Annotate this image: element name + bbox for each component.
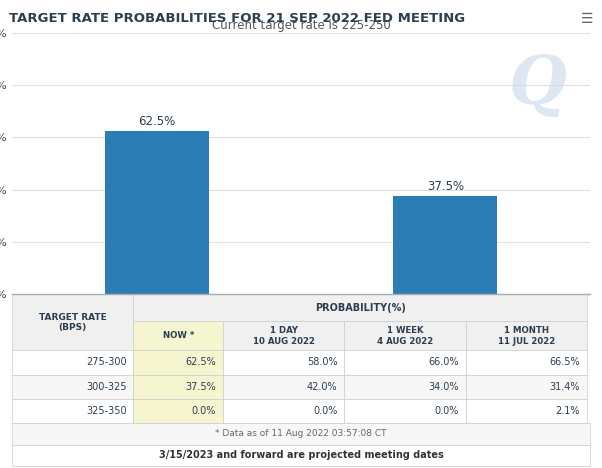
Bar bbox=[466, 350, 587, 374]
Title: Current target rate is 225-250: Current target rate is 225-250 bbox=[212, 19, 390, 32]
Bar bbox=[12, 374, 134, 399]
Text: TARGET RATE PROBABILITIES FOR 21 SEP 2022 FED MEETING: TARGET RATE PROBABILITIES FOR 21 SEP 202… bbox=[9, 12, 465, 25]
Text: 62.5%: 62.5% bbox=[138, 115, 175, 128]
Bar bbox=[12, 445, 590, 466]
X-axis label: Target Rate (in bps): Target Rate (in bps) bbox=[243, 316, 359, 329]
Bar bbox=[223, 374, 344, 399]
Bar bbox=[223, 322, 344, 350]
Text: 3/15/2023 and forward are projected meeting dates: 3/15/2023 and forward are projected meet… bbox=[158, 450, 444, 460]
Text: 62.5%: 62.5% bbox=[185, 358, 216, 367]
Bar bbox=[394, 196, 497, 294]
Text: 37.5%: 37.5% bbox=[185, 382, 216, 392]
Bar bbox=[466, 374, 587, 399]
Bar bbox=[134, 374, 223, 399]
Text: 2.1%: 2.1% bbox=[556, 406, 580, 416]
Text: 58.0%: 58.0% bbox=[307, 358, 337, 367]
Bar bbox=[134, 322, 223, 350]
Bar bbox=[344, 350, 466, 374]
Text: 0.0%: 0.0% bbox=[313, 406, 337, 416]
Bar bbox=[105, 131, 208, 294]
Text: 1 DAY
10 AUG 2022: 1 DAY 10 AUG 2022 bbox=[253, 326, 315, 345]
Text: 300-325: 300-325 bbox=[86, 382, 126, 392]
Bar bbox=[134, 399, 223, 423]
Text: * Data as of 11 Aug 2022 03:57:08 CT: * Data as of 11 Aug 2022 03:57:08 CT bbox=[216, 429, 386, 439]
Bar bbox=[134, 350, 223, 374]
Bar bbox=[466, 399, 587, 423]
Text: PROBABILITY(%): PROBABILITY(%) bbox=[315, 303, 406, 313]
Bar bbox=[12, 294, 134, 350]
Text: 37.5%: 37.5% bbox=[427, 180, 464, 193]
Text: 0.0%: 0.0% bbox=[191, 406, 216, 416]
Text: 34.0%: 34.0% bbox=[428, 382, 459, 392]
Bar bbox=[12, 350, 134, 374]
Text: 66.5%: 66.5% bbox=[550, 358, 580, 367]
Text: 0.0%: 0.0% bbox=[435, 406, 459, 416]
Text: ☰: ☰ bbox=[580, 12, 593, 26]
Bar bbox=[223, 399, 344, 423]
Bar bbox=[12, 399, 134, 423]
Text: 31.4%: 31.4% bbox=[550, 382, 580, 392]
Text: 66.0%: 66.0% bbox=[428, 358, 459, 367]
Text: 42.0%: 42.0% bbox=[307, 382, 337, 392]
Bar bbox=[344, 399, 466, 423]
Text: 1 MONTH
11 JUL 2022: 1 MONTH 11 JUL 2022 bbox=[498, 326, 555, 345]
Text: 1 WEEK
4 AUG 2022: 1 WEEK 4 AUG 2022 bbox=[377, 326, 433, 345]
Bar bbox=[344, 322, 466, 350]
Text: Q: Q bbox=[509, 52, 567, 117]
Bar bbox=[223, 350, 344, 374]
Bar bbox=[344, 374, 466, 399]
Bar bbox=[466, 322, 587, 350]
Text: 325-350: 325-350 bbox=[86, 406, 126, 416]
Text: TARGET RATE
(BPS): TARGET RATE (BPS) bbox=[39, 313, 107, 332]
Text: 275-300: 275-300 bbox=[86, 358, 126, 367]
Bar bbox=[134, 294, 587, 322]
Bar bbox=[12, 423, 590, 445]
Text: NOW *: NOW * bbox=[163, 331, 194, 340]
